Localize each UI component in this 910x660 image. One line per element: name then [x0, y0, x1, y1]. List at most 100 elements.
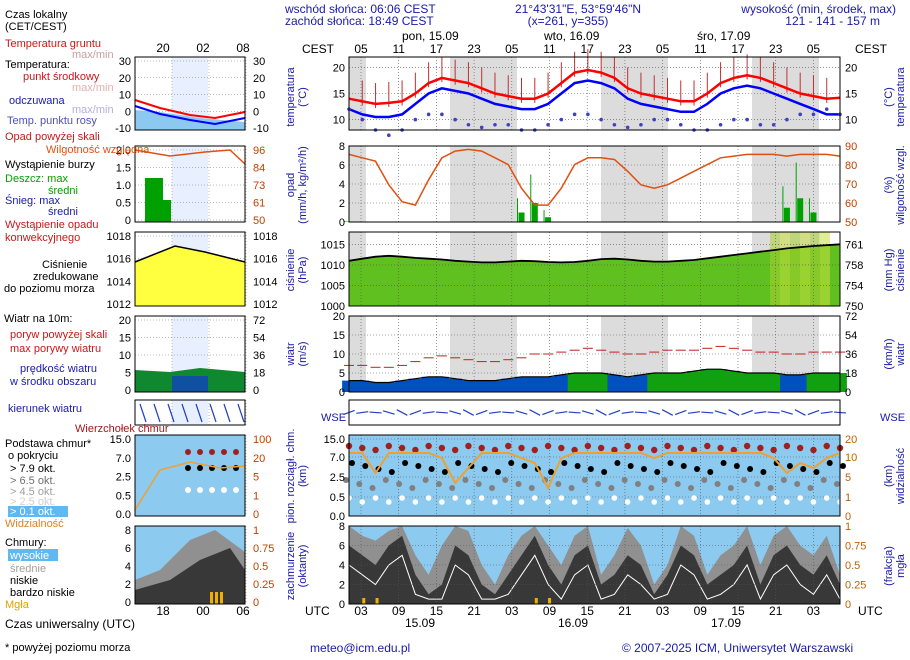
dewpoint-dot [360, 117, 365, 122]
legend-frame-d [134, 399, 246, 426]
cloud-top-dot [704, 442, 711, 450]
dewpoint-dot [758, 122, 763, 127]
main-background [349, 57, 840, 604]
cloud-axis-title: pion. rozciągł. chm. [285, 429, 297, 524]
legend-okt65: > 6.5 okt. [10, 475, 56, 487]
legend-tick-left: 1014 [107, 276, 131, 288]
legend-tick-left: 1.0 [116, 180, 131, 192]
cloud-top-dot [412, 446, 419, 454]
wind-speed-bar [780, 374, 794, 392]
cloud-top-dot [531, 446, 538, 454]
axis-tick-right: 18 [845, 368, 857, 380]
cloud-base-dot [770, 495, 777, 501]
cloud-base-dot [521, 463, 528, 469]
visibility-axis-unit: (km) [883, 465, 895, 487]
legend-tick-left: 2.5 [116, 472, 131, 484]
legend-tick-left: 0 [125, 106, 131, 118]
cloud-top-dot [398, 444, 406, 452]
panel-frame-cloud [348, 434, 841, 517]
cloud-base-dot [701, 477, 708, 483]
legend-wind-fill-night [172, 376, 208, 392]
cloud-base-dot [667, 460, 674, 466]
utc-tick-label: 21 [618, 604, 632, 618]
legend-humidity: Wilgotność względna [46, 144, 150, 156]
legend-local-tick-1: 20 [156, 41, 170, 55]
legend-fog-bar [215, 592, 218, 604]
cloud-base-dot [415, 463, 422, 469]
humidity-axis-unit: (%) [883, 176, 895, 193]
pressure-fill-band [820, 232, 830, 306]
cloud-base-dot [581, 477, 588, 483]
temp-axis-unit-r: (°C) [883, 87, 895, 107]
cover-axis-title: zachmurzenie [285, 532, 297, 600]
legend-tick-right: 0 [253, 597, 259, 609]
legend-wind-arrow [237, 403, 245, 423]
legend-tick-left: 0.5 [116, 490, 131, 502]
cloud-base-dot [621, 477, 628, 483]
dewpoint-dot [771, 122, 776, 127]
fog-bar [534, 598, 538, 604]
cover-axis-unit: (oktanty) [297, 545, 309, 588]
temp-line [348, 68, 841, 106]
legend-okt01-box [8, 506, 68, 517]
legend-tick-left: 8 [125, 525, 131, 537]
wind-arrow [581, 410, 594, 415]
dewpoint-dot [466, 122, 471, 127]
cloud-base-dot [741, 477, 748, 483]
wind-arrow [382, 410, 395, 415]
legend-tick-right: 1012 [253, 299, 277, 311]
legend-tick-right: 1016 [253, 254, 277, 266]
legend-night-d [172, 400, 208, 425]
axis-tick-left: 0.5 [330, 492, 345, 504]
legend-tick-right: 1018 [253, 231, 277, 243]
cloud-bg [349, 435, 840, 516]
panel-frame-dir [348, 399, 841, 426]
legend-rain-bar [145, 178, 163, 222]
axis-tick-right: 70 [845, 179, 857, 191]
legend-dewpoint: Temp. punktu rosy [7, 115, 97, 127]
fog-bar [548, 598, 552, 604]
wind-arrow [542, 409, 554, 416]
cloud-top-dot [796, 444, 804, 452]
cloud-top-dot [505, 442, 512, 450]
legend-soil-temp: Temperatura gruntu [5, 38, 101, 50]
legend-tick-right: 54 [253, 333, 265, 345]
wind-arrow [741, 409, 753, 416]
cest-tick-label: 11 [694, 42, 707, 56]
wind-arrow [435, 411, 448, 414]
axis-tick-right: 10 [845, 452, 857, 464]
cloud-base-dot [784, 499, 790, 505]
wind-arrow [648, 410, 661, 415]
legend-wind-area: w środku obszaru [9, 376, 96, 388]
cloud-base-dot [601, 469, 608, 475]
wind-speed-bar [673, 373, 688, 392]
legend-tick-left: 10 [119, 350, 131, 362]
legend-tick-right: 18 [253, 368, 265, 380]
utc-tick-label: 15 [581, 604, 595, 618]
wind-arrow [396, 409, 408, 416]
axis-tick-left: 1005 [321, 280, 345, 292]
cloud-base-dot [727, 485, 734, 491]
legend-perceived: odczuwana [9, 95, 66, 107]
dewpoint-dot [387, 133, 391, 138]
cloud-top-dot [438, 444, 446, 452]
axis-tick-left: 1015 [321, 239, 345, 251]
wind-speed-bar [355, 380, 370, 392]
legend-tick-left: 6 [125, 543, 131, 555]
utc-tick-label: 03 [505, 604, 519, 618]
cloud-base-dot [800, 466, 807, 472]
axis-tick-left: 8 [339, 141, 345, 153]
cloud-base-dot [664, 495, 671, 501]
axis-tick-left: 20 [333, 62, 345, 74]
axis-tick-left: 6 [339, 541, 345, 553]
dewpoint-dot [732, 117, 736, 122]
legend-snow-max: Śnieg: max [5, 194, 61, 207]
wind-arrow [595, 409, 607, 416]
cloud-top-dot [544, 442, 552, 450]
cloud-base-dot [797, 495, 803, 501]
wind-speed-bar [647, 373, 662, 392]
humidity-line [348, 148, 841, 206]
legend-okt01: > 0.1 okt. [10, 506, 56, 518]
legend-wind-arrow [223, 403, 231, 423]
